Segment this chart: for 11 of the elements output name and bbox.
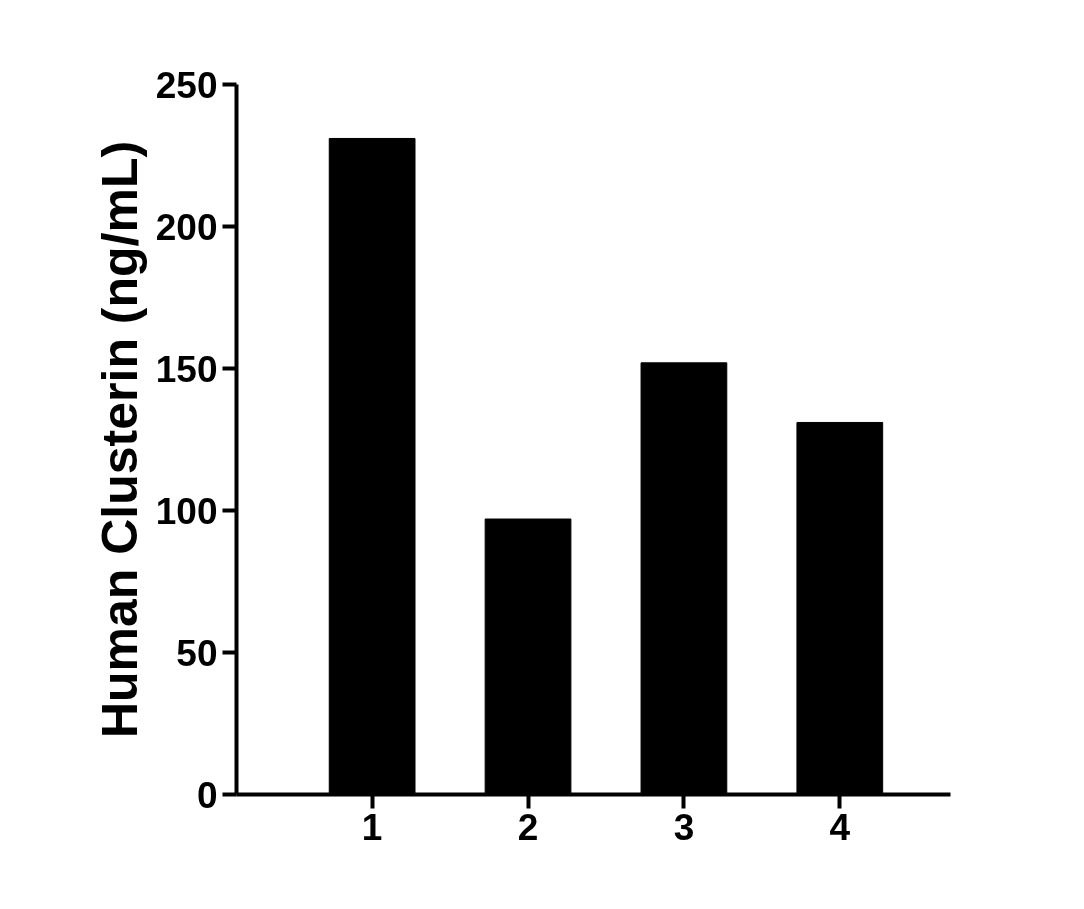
y-tick-label: 200 — [155, 206, 218, 248]
x-tick-label: 4 — [829, 806, 851, 848]
y-tick-label: 0 — [196, 774, 218, 816]
y-tick-label: 150 — [155, 348, 218, 390]
y-tick-label: 50 — [176, 632, 218, 674]
x-tick-label: 2 — [517, 806, 539, 848]
y-tick-label: 100 — [155, 490, 218, 532]
y-tick-label: 250 — [155, 64, 218, 106]
x-tick-label: 1 — [361, 806, 383, 848]
x-tick-label: 3 — [673, 806, 695, 848]
y-axis-title: Human Clusterin (ng/mL) — [91, 140, 148, 739]
